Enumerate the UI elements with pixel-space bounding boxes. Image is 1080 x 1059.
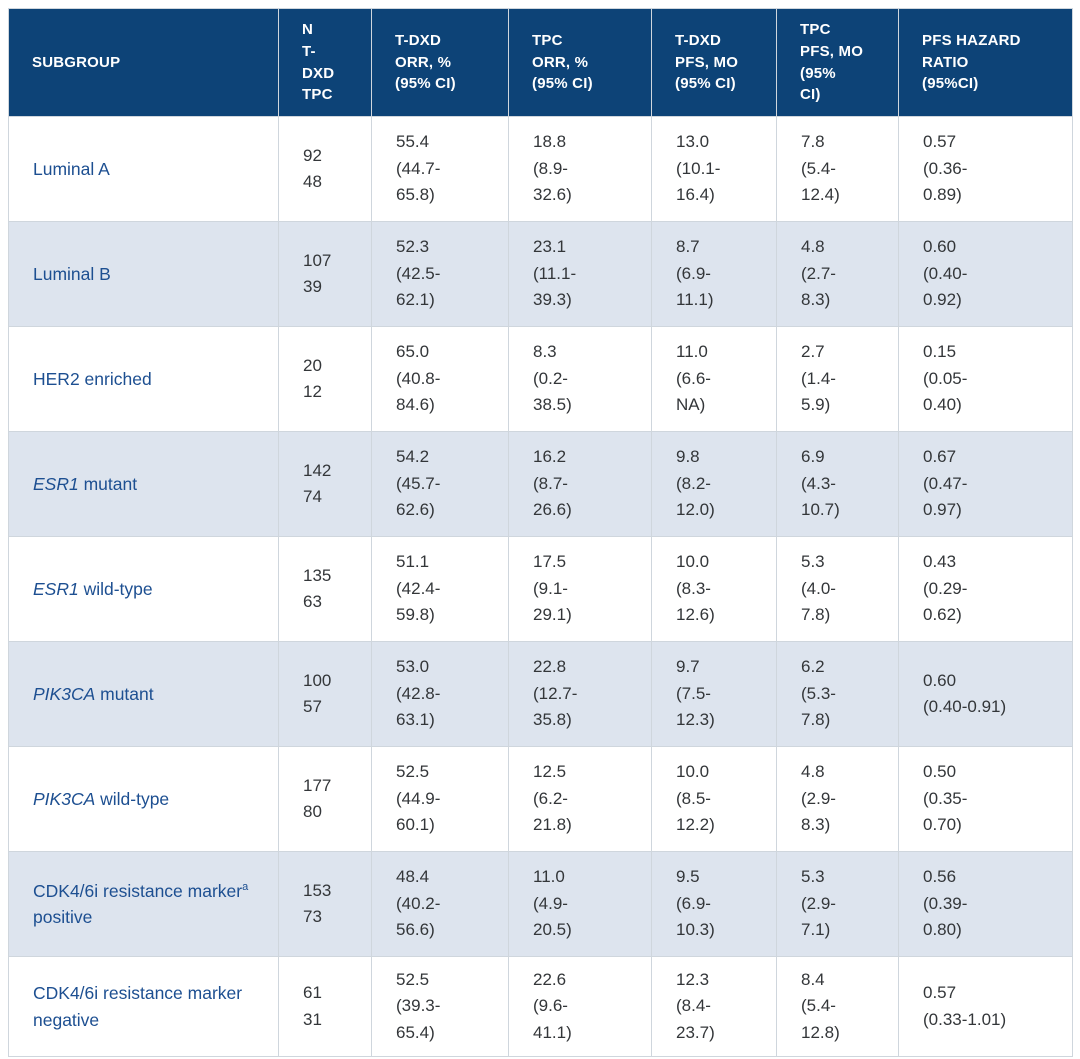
cell-tdxd-orr: 53.0 (42.8- 63.1): [371, 641, 509, 747]
cell-tdxd-pfs: 8.7 (6.9- 11.1): [651, 221, 777, 327]
cell-tpc-pfs: 7.8 (5.4- 12.4): [776, 116, 899, 222]
cell-n: 100 57: [278, 641, 372, 747]
cell-tdxd-orr: 48.4 (40.2- 56.6): [371, 851, 509, 957]
cell-tdxd-orr: 55.4 (44.7- 65.8): [371, 116, 509, 222]
cell-tdxd-pfs: 11.0 (6.6- NA): [651, 326, 777, 432]
cell-tdxd-pfs: 9.8 (8.2- 12.0): [651, 431, 777, 537]
cell-hr: 0.60 (0.40- 0.92): [898, 221, 1073, 327]
cell-n: 177 80: [278, 746, 372, 852]
cell-tpc-orr: 12.5 (6.2- 21.8): [508, 746, 652, 852]
cell-tdxd-pfs: 10.0 (8.3- 12.6): [651, 536, 777, 642]
cell-hr: 0.67 (0.47- 0.97): [898, 431, 1073, 537]
cell-tpc-pfs: 6.2 (5.3- 7.8): [776, 641, 899, 747]
cell-tpc-orr: 11.0 (4.9- 20.5): [508, 851, 652, 957]
subgroup-label: CDK4/6i resistance marker negative: [8, 955, 279, 1058]
cell-tpc-orr: 18.8 (8.9- 32.6): [508, 116, 652, 222]
cell-tdxd-orr: 65.0 (40.8- 84.6): [371, 326, 509, 432]
cell-tpc-orr: 23.1 (11.1- 39.3): [508, 221, 652, 327]
cell-tpc-orr: 22.6 (9.6- 41.1): [508, 955, 652, 1058]
cell-tpc-orr: 17.5 (9.1- 29.1): [508, 536, 652, 642]
subgroup-label: ESR1 wild-type: [8, 536, 279, 642]
table-row: PIK3CA mutant 100 57 53.0 (42.8- 63.1) 22.8…: [8, 641, 1073, 747]
col-header-tdxd-orr: T-DXD ORR, % (95% CI): [371, 8, 509, 117]
cell-tdxd-pfs: 13.0 (10.1- 16.4): [651, 116, 777, 222]
table-row: HER2 enriched 20 12 65.0 (40.8- 84.6) 8.3 (…: [8, 326, 1073, 432]
cell-tpc-orr: 8.3 (0.2- 38.5): [508, 326, 652, 432]
subgroup-label: HER2 enriched: [8, 326, 279, 432]
col-header-n-tdxd-tpc: N T- DXD TPC: [278, 8, 372, 117]
cell-n: 61 31: [278, 955, 372, 1058]
cell-tpc-pfs: 8.4 (5.4- 12.8): [776, 955, 899, 1058]
cell-n: 135 63: [278, 536, 372, 642]
cell-n: 142 74: [278, 431, 372, 537]
col-header-tpc-pfs: TPC PFS, MO (95% CI): [776, 8, 899, 117]
col-header-tdxd-pfs: T-DXD PFS, MO (95% CI): [651, 8, 777, 117]
cell-tpc-pfs: 5.3 (2.9- 7.1): [776, 851, 899, 957]
cell-hr: 0.57 (0.36- 0.89): [898, 116, 1073, 222]
cell-tdxd-orr: 52.3 (42.5- 62.1): [371, 221, 509, 327]
cell-tdxd-pfs: 12.3 (8.4- 23.7): [651, 955, 777, 1058]
cell-n: 20 12: [278, 326, 372, 432]
cell-tpc-pfs: 6.9 (4.3- 10.7): [776, 431, 899, 537]
subgroup-label: PIK3CA wild-type: [8, 746, 279, 852]
subgroup-analysis-table: SUBGROUP N T- DXD TPC T-DXD ORR, % (95% …: [8, 8, 1073, 1058]
cell-tpc-pfs: 4.8 (2.9- 8.3): [776, 746, 899, 852]
table-row: PIK3CA wild-type 177 80 52.5 (44.9- 60.1) 1…: [8, 746, 1073, 852]
cell-tdxd-orr: 54.2 (45.7- 62.6): [371, 431, 509, 537]
cell-tdxd-pfs: 9.7 (7.5- 12.3): [651, 641, 777, 747]
subgroup-label: ESR1 mutant: [8, 431, 279, 537]
subgroup-label: Luminal B: [8, 221, 279, 327]
table-row: CDK4/6i resistance markera positive 153 7…: [8, 851, 1073, 957]
cell-hr: 0.43 (0.29- 0.62): [898, 536, 1073, 642]
col-header-pfs-hazard-ratio: PFS HAZARD RATIO (95%CI): [898, 8, 1073, 117]
cell-n: 153 73: [278, 851, 372, 957]
cell-hr: 0.15 (0.05- 0.40): [898, 326, 1073, 432]
cell-tdxd-orr: 52.5 (39.3- 65.4): [371, 955, 509, 1058]
cell-tdxd-orr: 52.5 (44.9- 60.1): [371, 746, 509, 852]
subgroup-label: CDK4/6i resistance markera positive: [8, 851, 279, 957]
table-row: ESR1 mutant 142 74 54.2 (45.7- 62.6) 16.2 (…: [8, 431, 1073, 537]
cell-tpc-orr: 22.8 (12.7- 35.8): [508, 641, 652, 747]
cell-n: 92 48: [278, 116, 372, 222]
cell-hr: 0.60 (0.40-0.91): [898, 641, 1073, 747]
cell-hr: 0.50 (0.35- 0.70): [898, 746, 1073, 852]
cell-tdxd-pfs: 9.5 (6.9- 10.3): [651, 851, 777, 957]
header-row: SUBGROUP N T- DXD TPC T-DXD ORR, % (95% …: [8, 8, 1073, 117]
cell-tpc-orr: 16.2 (8.7- 26.6): [508, 431, 652, 537]
cell-tpc-pfs: 5.3 (4.0- 7.8): [776, 536, 899, 642]
subgroup-label: Luminal A: [8, 116, 279, 222]
table-row: Luminal A 92 48 55.4 (44.7- 65.8) 18.8 (8.9…: [8, 116, 1073, 222]
table-row: CDK4/6i resistance marker negative 61 31 5…: [8, 955, 1073, 1058]
cell-tdxd-orr: 51.1 (42.4- 59.8): [371, 536, 509, 642]
table-row: Luminal B 107 39 52.3 (42.5- 62.1) 23.1 (11…: [8, 221, 1073, 327]
cell-n: 107 39: [278, 221, 372, 327]
cell-hr: 0.57 (0.33-1.01): [898, 955, 1073, 1058]
cell-hr: 0.56 (0.39- 0.80): [898, 851, 1073, 957]
col-header-tpc-orr: TPC ORR, % (95% CI): [508, 8, 652, 117]
table-row: ESR1 wild-type 135 63 51.1 (42.4- 59.8) 17.…: [8, 536, 1073, 642]
subgroup-label: PIK3CA mutant: [8, 641, 279, 747]
cell-tpc-pfs: 4.8 (2.7- 8.3): [776, 221, 899, 327]
cell-tdxd-pfs: 10.0 (8.5- 12.2): [651, 746, 777, 852]
cell-tpc-pfs: 2.7 (1.4- 5.9): [776, 326, 899, 432]
col-header-subgroup: SUBGROUP: [8, 8, 279, 117]
